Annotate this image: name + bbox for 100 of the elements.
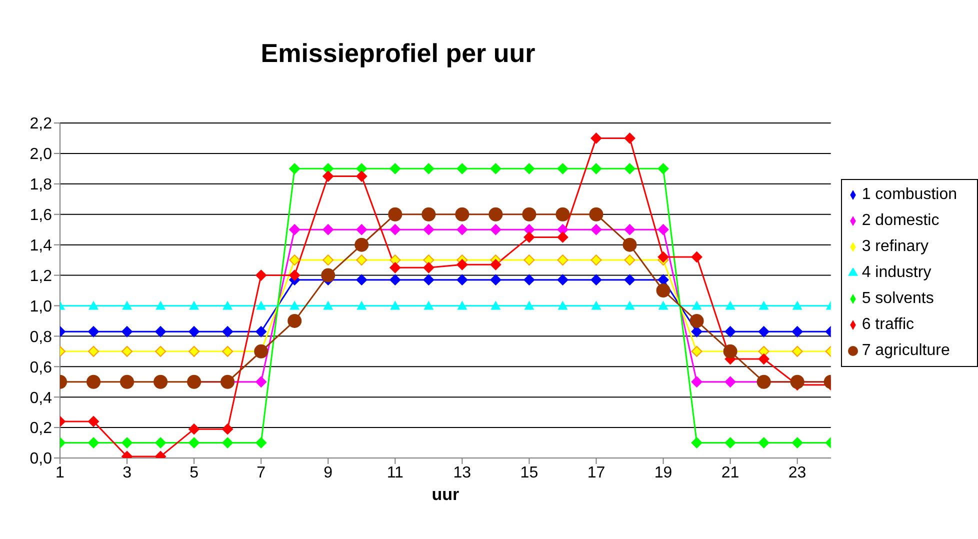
point — [691, 346, 702, 357]
x-axis-title: uur — [432, 485, 460, 504]
point — [222, 326, 234, 338]
point — [122, 326, 133, 338]
point — [290, 300, 300, 310]
point — [758, 346, 770, 357]
point — [758, 437, 770, 448]
point — [490, 259, 502, 270]
point — [658, 224, 669, 236]
point — [691, 252, 702, 262]
y-tick-label: 2,2 — [30, 116, 52, 133]
point — [490, 163, 502, 174]
x-tick-label: 19 — [654, 464, 672, 482]
point — [88, 437, 100, 448]
point — [189, 300, 200, 310]
point — [322, 254, 334, 266]
point — [490, 224, 502, 236]
point — [88, 346, 100, 357]
point — [624, 163, 636, 174]
point — [590, 254, 602, 266]
point — [456, 163, 468, 174]
point — [724, 376, 736, 388]
point — [390, 262, 401, 274]
x-tick-label: 5 — [190, 464, 199, 482]
y-tick-label: 1,2 — [30, 268, 52, 285]
legend-label: 2 domestic — [862, 212, 940, 229]
point — [288, 314, 302, 328]
point — [557, 163, 568, 174]
x-tick-label: 7 — [256, 464, 266, 482]
point — [122, 300, 132, 310]
point — [354, 238, 369, 252]
point — [724, 437, 736, 448]
point — [624, 254, 636, 266]
point — [658, 300, 668, 310]
point — [356, 170, 368, 182]
point — [422, 207, 436, 222]
point — [758, 354, 770, 365]
legend-label: 3 refinary — [862, 238, 930, 255]
x-tick-label: 3 — [122, 464, 132, 482]
x-tick-label: 23 — [788, 464, 806, 482]
legend-label: 7 agriculture — [862, 342, 951, 359]
x-tick-label: 15 — [520, 464, 538, 482]
point — [188, 326, 200, 338]
x-tick-label: 21 — [721, 464, 740, 482]
point — [256, 326, 267, 338]
point — [322, 170, 334, 182]
point — [423, 163, 434, 174]
point — [222, 346, 234, 357]
y-tick-label: 1,8 — [30, 176, 52, 194]
point — [222, 424, 234, 435]
point — [524, 274, 535, 286]
point — [222, 300, 233, 310]
legend-label: 5 solvents — [862, 290, 935, 307]
point — [423, 274, 434, 286]
point — [524, 232, 535, 243]
point — [590, 274, 602, 286]
x-tick-label: 17 — [587, 464, 606, 482]
point — [390, 300, 400, 310]
point — [122, 346, 133, 357]
legend-label: 1 combustion — [862, 186, 958, 203]
point — [624, 274, 636, 286]
point — [120, 374, 134, 389]
point — [589, 207, 604, 222]
point — [724, 326, 736, 338]
point — [557, 232, 568, 243]
point — [557, 254, 568, 266]
point — [88, 300, 99, 310]
legend-label: 4 industry — [862, 264, 932, 281]
point — [590, 224, 602, 236]
point — [691, 437, 702, 448]
point — [725, 300, 736, 310]
point — [256, 437, 267, 448]
point — [557, 274, 568, 286]
point — [222, 437, 234, 448]
point — [424, 300, 434, 310]
x-tick-label: 1 — [56, 464, 65, 482]
point — [456, 274, 468, 286]
point — [390, 163, 401, 174]
point — [86, 374, 101, 389]
point — [792, 346, 803, 357]
point — [289, 254, 300, 266]
point — [322, 224, 334, 236]
y-tick-label: 1,0 — [30, 298, 52, 316]
y-tick-label: 0,0 — [30, 450, 52, 468]
point — [321, 268, 336, 282]
y-tick-label: 1,6 — [30, 207, 52, 224]
point — [122, 437, 133, 448]
point — [88, 416, 100, 427]
point — [792, 326, 803, 338]
y-tick-label: 1,4 — [30, 238, 52, 254]
point — [691, 376, 702, 388]
point — [524, 163, 535, 174]
point — [590, 132, 602, 144]
point — [256, 270, 267, 281]
y-tick-label: 2,0 — [30, 146, 52, 164]
x-tick-label: 9 — [324, 464, 333, 482]
point — [323, 300, 334, 310]
point — [556, 207, 570, 222]
point — [758, 326, 770, 338]
point — [188, 437, 200, 448]
